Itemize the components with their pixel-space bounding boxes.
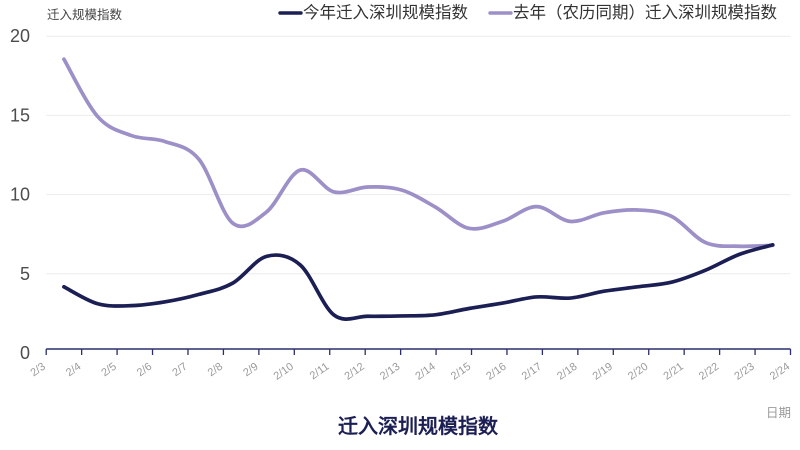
svg-text:2/14: 2/14 (413, 361, 437, 383)
svg-text:2/3: 2/3 (29, 361, 48, 380)
svg-text:2/22: 2/22 (697, 361, 721, 383)
svg-text:15: 15 (10, 105, 30, 125)
svg-text:10: 10 (10, 185, 30, 205)
svg-text:日期: 日期 (766, 406, 791, 420)
svg-text:2/7: 2/7 (170, 361, 189, 380)
svg-text:2/16: 2/16 (484, 361, 508, 383)
svg-text:2/23: 2/23 (732, 361, 756, 383)
svg-text:迁入深圳规模指数: 迁入深圳规模指数 (338, 414, 499, 438)
svg-text:2/13: 2/13 (378, 361, 402, 383)
svg-text:2/12: 2/12 (342, 361, 366, 383)
svg-text:迁入规模指数: 迁入规模指数 (47, 7, 123, 22)
svg-text:2/20: 2/20 (626, 361, 650, 383)
svg-text:20: 20 (10, 26, 30, 46)
svg-text:2/24: 2/24 (768, 361, 792, 383)
svg-text:2/4: 2/4 (64, 361, 83, 380)
svg-text:2/9: 2/9 (241, 361, 260, 380)
svg-text:2/8: 2/8 (206, 361, 225, 380)
svg-text:2/21: 2/21 (661, 361, 685, 383)
svg-text:0: 0 (20, 343, 30, 363)
svg-text:2/17: 2/17 (520, 361, 544, 383)
svg-text:2/18: 2/18 (555, 361, 579, 383)
svg-text:5: 5 (20, 264, 30, 284)
svg-text:2/15: 2/15 (449, 361, 473, 383)
svg-text:去年（农历同期）迁入深圳规模指数: 去年（农历同期）迁入深圳规模指数 (513, 3, 778, 22)
svg-text:2/6: 2/6 (135, 361, 154, 380)
svg-text:2/5: 2/5 (99, 361, 118, 380)
svg-text:2/10: 2/10 (272, 361, 296, 383)
svg-text:2/11: 2/11 (308, 361, 332, 383)
svg-text:2/19: 2/19 (591, 361, 615, 383)
svg-text:今年迁入深圳规模指数: 今年迁入深圳规模指数 (303, 3, 469, 22)
